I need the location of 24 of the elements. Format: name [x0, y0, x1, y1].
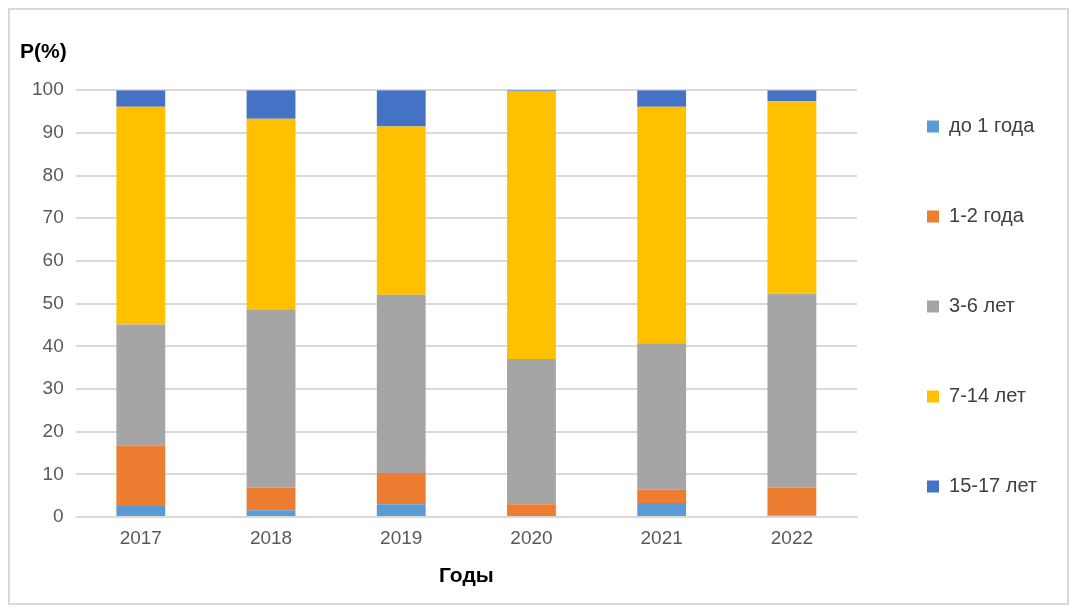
x-tick-label: 2021	[640, 526, 683, 548]
x-tick-label: 2019	[380, 526, 423, 548]
y-axis-title: P(%)	[20, 39, 67, 63]
y-tick-label: 60	[42, 249, 64, 271]
y-tick-label: 30	[42, 377, 64, 399]
y-tick-label: 20	[42, 419, 64, 441]
y-tick-label: 100	[32, 78, 64, 100]
y-tick-label: 80	[42, 163, 64, 185]
y-tick-label: 50	[42, 291, 64, 313]
y-tick-label: 90	[42, 121, 64, 143]
x-tick-label: 2022	[770, 526, 814, 548]
legend-label: 7-14 лет	[949, 384, 1026, 407]
x-tick-label: 2018	[249, 526, 293, 548]
x-axis-title: Годы	[439, 563, 494, 587]
y-tick-label: 70	[42, 206, 64, 228]
legend-label: 1-2 года	[949, 204, 1025, 227]
y-tick-label: 10	[42, 462, 64, 484]
x-tick-label: 2017	[119, 526, 162, 548]
y-tick-label: 0	[53, 505, 64, 527]
x-tick-label: 2020	[510, 526, 553, 548]
legend-label: 3-6 лет	[949, 294, 1015, 317]
y-tick-label: 40	[42, 334, 64, 356]
legend-label: 15-17 лет	[949, 474, 1037, 497]
legend-label: до 1 года	[949, 114, 1036, 137]
